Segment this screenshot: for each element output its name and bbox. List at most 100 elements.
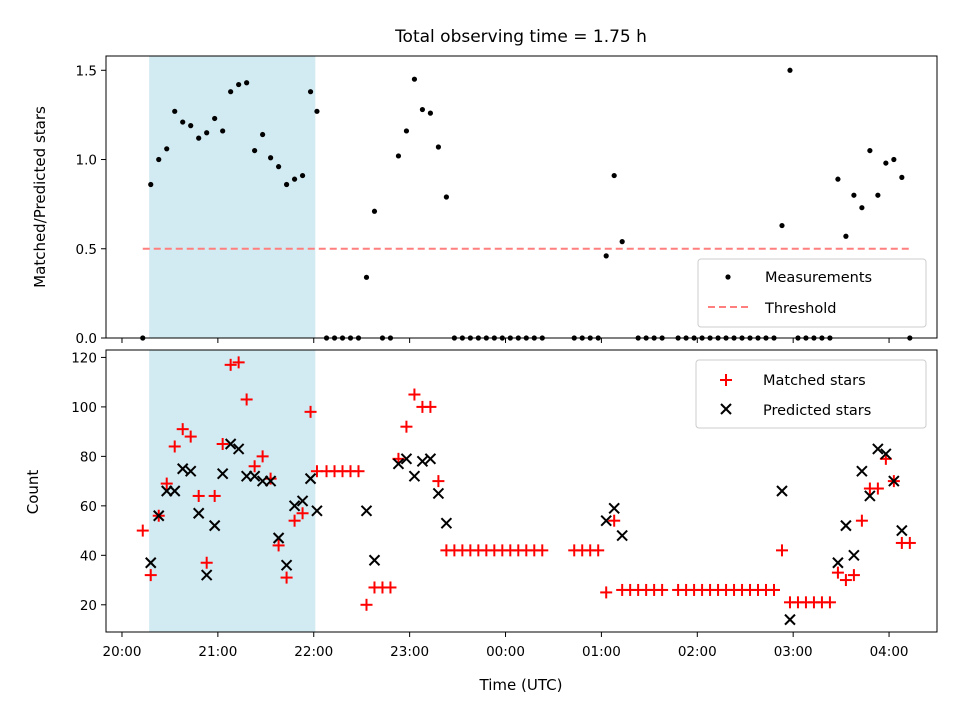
legend-matched-label: Matched stars xyxy=(763,373,866,389)
bottom-x-ticks: 20:00 21:00 22:00 23:00 00:00 01:00 02:00 03:00… xyxy=(103,632,909,660)
measurement-point xyxy=(244,80,250,86)
predicted-star-point xyxy=(200,569,213,581)
measurement-point xyxy=(156,156,162,163)
measurement-point xyxy=(851,192,857,198)
measurement-point xyxy=(899,174,905,180)
measurement-point xyxy=(188,123,194,129)
predicted-star-point xyxy=(848,549,860,562)
measurement-point xyxy=(148,181,154,188)
measurement-point xyxy=(236,81,242,88)
matched-star-point xyxy=(847,569,860,582)
matched-star-point xyxy=(200,556,213,569)
measurement-point xyxy=(371,208,378,214)
predicted-star-point xyxy=(177,463,189,475)
matched-star-point xyxy=(224,358,237,371)
measurement-points xyxy=(140,67,913,341)
x-stroke-b xyxy=(864,490,876,502)
x-stroke-b xyxy=(440,517,453,529)
predicted-star-point xyxy=(311,505,323,517)
matched-star-point xyxy=(256,450,269,463)
measurement-point xyxy=(891,156,897,163)
matched-star-point xyxy=(831,566,844,579)
x-stroke-b xyxy=(856,465,868,477)
measurement-point xyxy=(228,89,234,95)
x-stroke-b xyxy=(408,470,421,482)
measurement-point xyxy=(283,181,290,188)
x-stroke-b xyxy=(192,507,205,519)
x-stroke-b xyxy=(264,475,277,487)
predicted-star-point xyxy=(840,519,852,532)
bottom-panel: 20 40 60 80 100 120 20:00 21:00 22:00 23:00 00:00… xyxy=(24,349,938,694)
x-stroke-b xyxy=(208,519,221,532)
measurement-point xyxy=(299,172,306,179)
y-tick-label: 20 xyxy=(80,598,97,614)
predicted-star-point xyxy=(224,438,237,450)
measurement-point xyxy=(196,135,202,141)
matched-star-point xyxy=(232,356,245,369)
matched-star-point xyxy=(192,489,205,502)
predicted-star-point xyxy=(616,529,628,542)
matched-star-point xyxy=(855,514,868,527)
predicted-star-point xyxy=(392,458,405,470)
measurement-point xyxy=(443,194,449,200)
x-tick-label: 21:00 xyxy=(198,644,237,660)
x-stroke-b xyxy=(600,514,612,527)
legend-measurements-label: Measurements xyxy=(765,270,872,286)
x-stroke-b xyxy=(184,465,197,477)
measurement-point xyxy=(843,233,849,239)
x-stroke-b xyxy=(224,438,237,450)
predicted-star-point xyxy=(424,453,437,465)
x-stroke-b xyxy=(248,470,261,482)
x-tick-label: 04:00 xyxy=(870,644,909,660)
matched-star-point xyxy=(775,544,788,557)
measurement-point xyxy=(395,153,402,159)
predicted-star-point xyxy=(416,455,429,468)
matched-star-point xyxy=(248,460,261,473)
top-x-ticks xyxy=(121,338,890,343)
measurement-point xyxy=(164,146,170,152)
predicted-star-point xyxy=(888,475,900,487)
x-stroke-b xyxy=(776,485,788,497)
predicted-star-point xyxy=(280,559,293,571)
x-tick-label: 20:00 xyxy=(103,644,142,660)
matched-star-point xyxy=(160,477,173,490)
matched-star-point xyxy=(424,400,437,413)
x-stroke-b xyxy=(840,519,852,532)
predicted-star-point xyxy=(248,470,261,482)
predicted-star-point xyxy=(400,453,413,465)
predicted-star-point xyxy=(145,557,157,569)
matched-star-point xyxy=(304,405,317,418)
x-stroke-b xyxy=(416,455,429,468)
x-tick-label: 03:00 xyxy=(774,644,813,660)
matched-star-point xyxy=(400,420,413,433)
x-tick-label: 22:00 xyxy=(294,644,333,660)
predicted-star-point xyxy=(360,505,373,517)
x-stroke-b xyxy=(216,467,229,480)
matched-star-point xyxy=(296,507,309,520)
x-stroke-b xyxy=(880,448,892,460)
measurement-point xyxy=(427,110,434,116)
matched-star-point xyxy=(432,475,445,488)
measurement-point xyxy=(275,164,282,170)
legend-measurements-marker xyxy=(725,274,731,280)
x-stroke-b xyxy=(424,453,437,465)
measurement-point xyxy=(867,147,873,154)
bottom-y-ticks: 20 40 60 80 100 120 xyxy=(71,350,106,614)
x-stroke-b xyxy=(153,510,165,522)
measurement-point xyxy=(260,131,266,138)
highlight-span xyxy=(149,350,316,632)
x-tick-label: 00:00 xyxy=(486,644,525,660)
predicted-star-point xyxy=(432,487,445,500)
top-legend-box xyxy=(697,258,927,328)
measurement-point xyxy=(363,274,370,280)
predicted-star-point xyxy=(192,507,205,519)
x-stroke-b xyxy=(288,500,301,512)
measurement-point xyxy=(603,253,609,259)
legend-predicted-label: Predicted stars xyxy=(763,403,871,419)
matched-star-point xyxy=(288,514,301,527)
x-stroke-b xyxy=(304,472,317,485)
matched-star-point xyxy=(536,544,549,557)
matched-star-point xyxy=(176,423,189,436)
x-stroke-b xyxy=(145,557,157,569)
